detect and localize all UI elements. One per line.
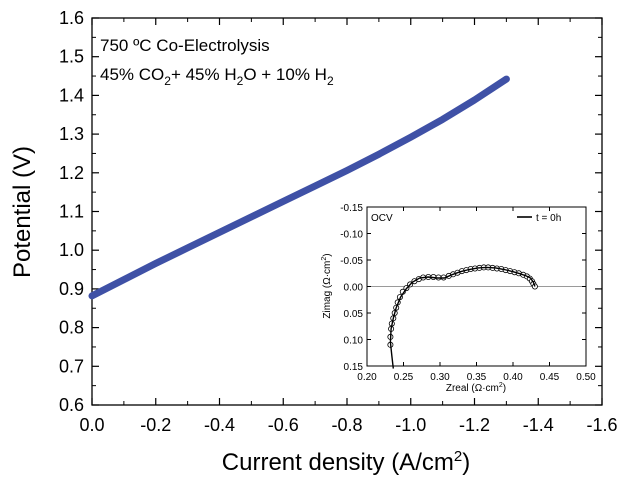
inset-corner-label: OCV	[371, 213, 393, 224]
y-tick-label: 0.9	[59, 279, 84, 299]
annotation-subscript: 2	[237, 74, 244, 88]
x-tick-label: -0.4	[204, 415, 235, 435]
main-x-axis-label: Current density (A/cm2)	[222, 448, 470, 476]
inset-x-tick-label: 0.50	[576, 372, 596, 383]
inset-x-tick-label: 0.40	[503, 372, 523, 383]
y-tick-label: 1.0	[59, 240, 84, 260]
inset-x-axis-label: Zreal (Ω·cm2)	[446, 382, 506, 394]
inset-legend-label: t = 0h	[536, 213, 561, 224]
x-tick-label: -1.4	[523, 415, 554, 435]
main-ticks: 0.0 -0.2 -0.4 -0.6 -0.8 -1.0 -1.2 -1.4 -1.6 0.6 0.…	[59, 8, 618, 435]
inset-legend: t = 0h	[517, 213, 561, 224]
x-tick-label: -1.2	[459, 415, 490, 435]
y-tick-label: 0.8	[59, 318, 84, 338]
inset-y-tick-label: 0.00	[344, 283, 364, 294]
annotation-subscript: 2	[164, 74, 171, 88]
y-tick-label: 0.6	[59, 395, 84, 415]
x-tick-label: -0.2	[140, 415, 171, 435]
annotation-segment: + 45% H	[171, 65, 237, 84]
inset-ticks: 0.20 0.25 0.30 0.35 0.40 0.45 0.50 -0.15 -0.10 -0…	[340, 203, 596, 383]
x-tick-label: 0.0	[79, 415, 104, 435]
inset-y-tick-label: -0.10	[340, 230, 363, 241]
y-tick-label: 1.4	[59, 85, 84, 105]
inset-x-tick-label: 0.35	[467, 372, 487, 383]
inset-y-tick-label: -0.15	[340, 203, 363, 214]
x-tick-label: -1.0	[395, 415, 426, 435]
inset-y-tick-label: -0.05	[340, 256, 363, 267]
inset-y-axis-label: Zimag (Ω·cm2)	[321, 253, 333, 318]
y-tick-label: 1.5	[59, 47, 84, 67]
inset-x-tick-label: 0.30	[430, 372, 450, 383]
annotation-gas-composition: 45% CO2+ 45% H2O + 10% H2	[100, 65, 334, 88]
x-tick-label: -0.6	[268, 415, 299, 435]
x-tick-label: -0.8	[331, 415, 362, 435]
inset-y-tick-label: 0.15	[344, 362, 364, 373]
inset-x-tick-label: 0.20	[357, 372, 377, 383]
x-tick-label: -1.6	[586, 415, 617, 435]
main-series	[88, 75, 510, 300]
annotation-subscript: 2	[327, 74, 334, 88]
y-tick-label: 0.7	[59, 356, 84, 376]
y-tick-label: 1.3	[59, 124, 84, 144]
annotation-segment: 45% CO	[100, 65, 164, 84]
inset-x-tick-label: 0.45	[540, 372, 560, 383]
main-y-axis-label: Potential (V)	[9, 146, 36, 278]
inset-y-tick-label: 0.10	[344, 336, 364, 347]
annotation-segment: O + 10% H	[243, 65, 327, 84]
polarization-curve	[88, 75, 510, 300]
y-tick-label: 1.2	[59, 163, 84, 183]
inset-x-tick-label: 0.25	[394, 372, 414, 383]
impedance-curve	[389, 266, 536, 369]
annotation-temperature: 750 ºC Co-Electrolysis	[100, 36, 270, 55]
inset-y-tick-label: 0.05	[344, 309, 364, 320]
y-tick-label: 1.1	[59, 202, 84, 222]
y-tick-label: 1.6	[59, 8, 84, 28]
inset-chart: 0.20 0.25 0.30 0.35 0.40 0.45 0.50 -0.15 -0.10 -0…	[321, 203, 596, 394]
inset-series	[387, 264, 538, 369]
